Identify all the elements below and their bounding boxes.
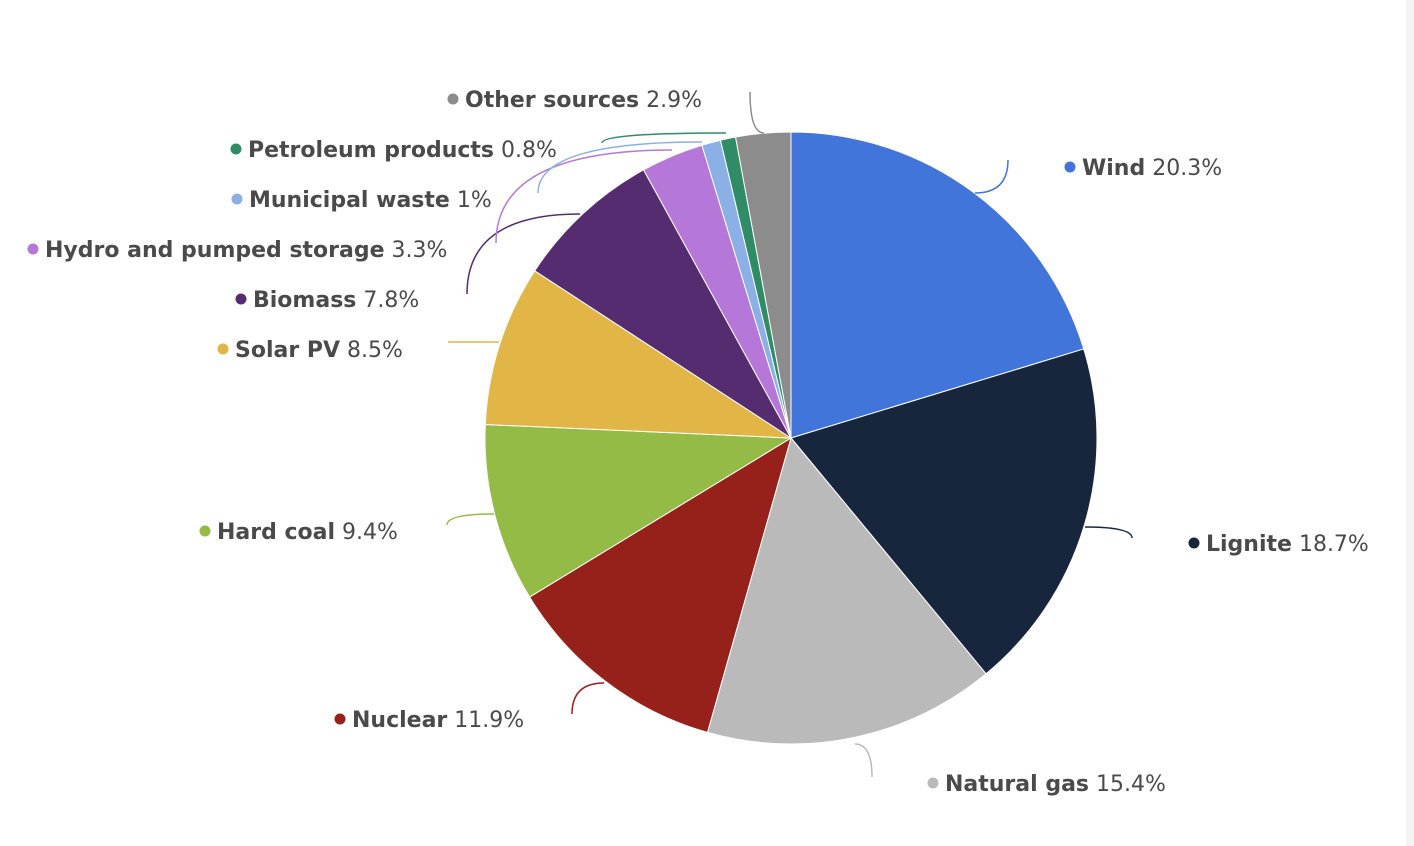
slice-wind[interactable] [790,131,1085,439]
slice-nuclear[interactable] [529,437,792,733]
legend-marker-hard-coal [199,525,211,537]
data-label-name: Solar PV [235,338,340,363]
data-label-lignite: Lignite 18.7% [1206,532,1369,557]
legend-marker-biomass [235,293,247,305]
data-label-name: Lignite [1206,532,1292,557]
connector-other-sources [749,91,765,134]
connector-lignite [1084,526,1133,539]
legend-marker-natural-gas [927,777,939,789]
data-label-natural-gas: Natural gas 15.4% [945,772,1166,797]
connector-hydro-and-pumped-storage [495,149,673,244]
data-label-municipal-waste: Municipal waste 1% [249,188,492,213]
data-label-name: Hard coal [217,520,335,545]
data-label-value: 18.7% [1292,532,1369,557]
data-label-biomass: Biomass 7.8% [253,288,419,313]
legend-marker-lignite [1188,537,1200,549]
pie-slices [484,131,1098,745]
data-label-name: Hydro and pumped storage [45,238,385,263]
data-label-value: 11.9% [447,708,524,733]
slice-hard-coal[interactable] [484,424,792,598]
data-label-wind: Wind 20.3% [1082,156,1222,181]
slice-lignite[interactable] [790,348,1098,675]
data-label-value: 7.8% [356,288,419,313]
connector-biomass [466,213,581,295]
data-label-hydro-and-pumped-storage: Hydro and pumped storage 3.3% [45,238,447,263]
connector-petroleum-products [601,132,727,144]
data-label-nuclear: Nuclear 11.9% [352,708,524,733]
data-label-name: Biomass [253,288,356,313]
data-label-other-sources: Other sources 2.9% [465,88,702,113]
data-label-name: Petroleum products [248,138,494,163]
data-label-value: 8.5% [340,338,403,363]
data-label-value: 9.4% [335,520,398,545]
slice-solar-pv[interactable] [484,270,792,439]
data-label-value: 1% [450,188,492,213]
connector-wind [974,159,1009,194]
data-labels: Wind 20.3% Lignite 18.7% Natural gas 15.4%… [27,88,1369,797]
connector-nuclear [571,682,605,715]
connector-hard-coal [446,513,495,526]
data-label-value: 15.4% [1089,772,1166,797]
data-label-name: Wind [1082,156,1145,181]
slice-natural-gas[interactable] [706,437,987,745]
data-label-value: 20.3% [1145,156,1222,181]
data-label-value: 0.8% [494,138,557,163]
connector-municipal-waste [537,141,703,194]
data-label-name: Municipal waste [249,188,450,213]
data-label-value: 3.3% [385,238,448,263]
data-label-name: Natural gas [945,772,1089,797]
legend-marker-nuclear [334,713,346,725]
legend-marker-other-sources [447,93,459,105]
data-label-value: 2.9% [639,88,702,113]
data-label-name: Other sources [465,88,639,113]
connector-natural-gas [854,743,873,778]
legend-marker-municipal-waste [231,193,243,205]
legend-marker-petroleum-products [230,143,242,155]
data-label-hard-coal: Hard coal 9.4% [217,520,398,545]
scroll-edge-strip [1406,0,1414,846]
legend-marker-hydro-and-pumped-storage [27,243,39,255]
data-label-name: Nuclear [352,708,447,733]
legend-marker-solar-pv [217,343,229,355]
slice-biomass[interactable] [534,169,792,439]
legend-marker-wind [1064,161,1076,173]
connector-lines [446,91,1133,778]
data-label-petroleum-products: Petroleum products 0.8% [248,138,557,163]
data-label-solar-pv: Solar PV 8.5% [235,338,403,363]
